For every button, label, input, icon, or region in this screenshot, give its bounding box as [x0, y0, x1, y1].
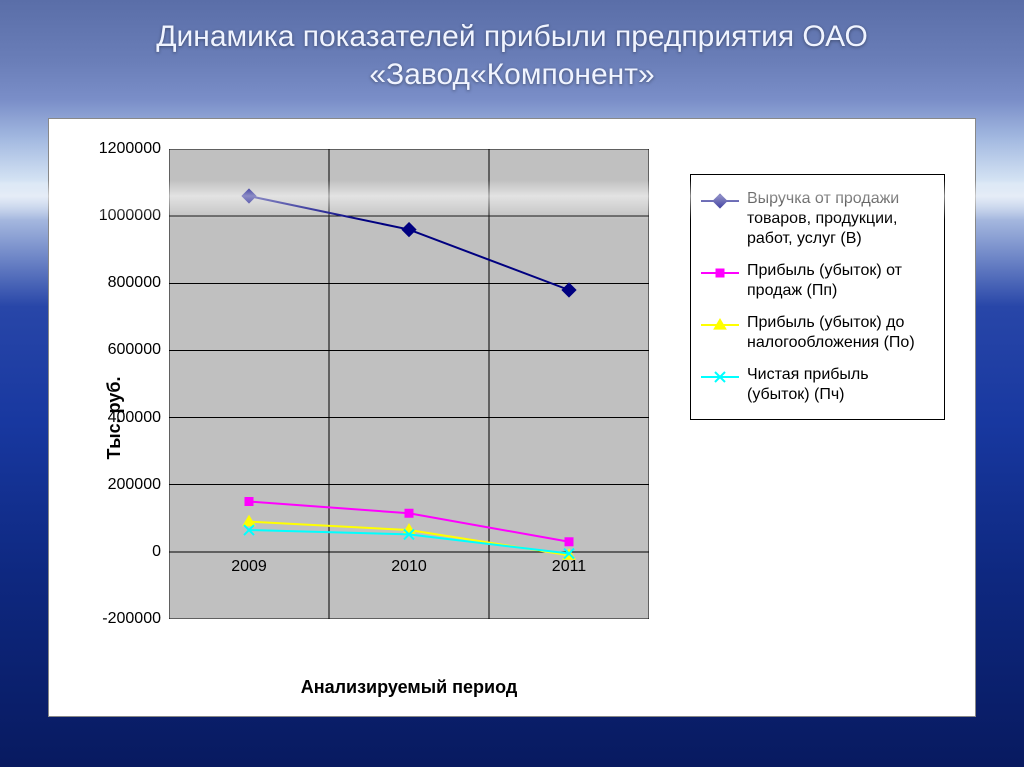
x-tick-label: 2011	[552, 558, 586, 576]
legend-label: Прибыль (убыток) от продаж (Пп)	[747, 261, 934, 301]
chart-frame: Тыс. руб. Анализируемый период -20000002…	[48, 118, 976, 717]
legend-swatch	[701, 367, 739, 387]
legend-swatch	[701, 191, 739, 211]
legend-item: Выручка от продажи товаров, продукции, р…	[701, 189, 934, 249]
y-tick-label: 1000000	[99, 207, 161, 225]
y-tick-label: 400000	[108, 409, 161, 427]
y-tick-label: 600000	[108, 341, 161, 359]
chart-svg	[169, 149, 649, 619]
legend-swatch	[701, 315, 739, 335]
x-tick-label: 2010	[391, 558, 427, 576]
plot-area: -200000020000040000060000080000010000001…	[169, 149, 649, 619]
y-tick-label: 800000	[108, 274, 161, 292]
legend-item: Прибыль (убыток) до налогообложения (По)	[701, 313, 934, 353]
y-tick-label: 200000	[108, 476, 161, 494]
legend-label: Чистая прибыль (убыток) (Пч)	[747, 365, 934, 405]
x-tick-label: 2009	[231, 558, 267, 576]
legend-item: Прибыль (убыток) от продаж (Пп)	[701, 261, 934, 301]
legend-label: Прибыль (убыток) до налогообложения (По)	[747, 313, 934, 353]
legend-swatch	[701, 263, 739, 283]
x-axis-title: Анализируемый период	[169, 677, 649, 698]
legend-label: Выручка от продажи товаров, продукции, р…	[747, 189, 934, 249]
slide: Динамика показателей прибыли предприятия…	[0, 0, 1024, 767]
y-tick-label: 1200000	[99, 140, 161, 158]
chart-title: Динамика показателей прибыли предприятия…	[0, 18, 1024, 93]
legend: Выручка от продажи товаров, продукции, р…	[690, 174, 945, 420]
legend-item: Чистая прибыль (убыток) (Пч)	[701, 365, 934, 405]
y-tick-label: 0	[152, 543, 161, 561]
y-tick-label: -200000	[102, 610, 161, 628]
